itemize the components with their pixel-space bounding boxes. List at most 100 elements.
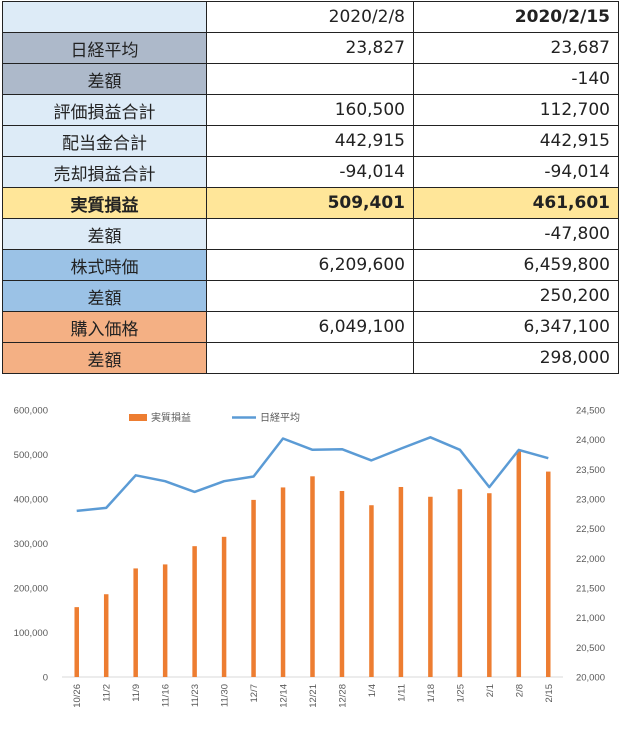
bar xyxy=(221,536,227,677)
bar xyxy=(310,476,315,677)
row-label: 差額 xyxy=(2,218,207,250)
legend-label: 日経平均 xyxy=(260,411,300,424)
summary-table: 2020/2/8 2020/2/15 日経平均 23,827 23,687 差額 -140 評… xyxy=(2,1,619,374)
y2-tick-label: 23,000 xyxy=(576,495,605,506)
table-row: 差額 250,200 xyxy=(2,280,619,312)
bar xyxy=(457,489,463,677)
row-value-2: -140 xyxy=(413,63,619,95)
row-value-2: 6,347,100 xyxy=(413,311,619,343)
row-value-2: 23,687 xyxy=(413,32,619,64)
bar xyxy=(487,493,492,677)
y2-tick-label: 20,500 xyxy=(576,643,605,654)
table-row: 配当金合計 442,915 442,915 xyxy=(2,125,619,157)
bar xyxy=(516,450,522,677)
row-value-2: 461,601 xyxy=(413,187,619,219)
bar xyxy=(192,546,197,677)
row-value-1: 160,500 xyxy=(206,94,414,126)
header-date-1: 2020/2/8 xyxy=(206,1,414,33)
legend-label: 実質損益 xyxy=(151,411,191,424)
row-value-1: 509,401 xyxy=(206,187,414,219)
row-label: 差額 xyxy=(2,280,207,312)
table-row: 購入価格 6,049,100 6,347,100 xyxy=(2,311,619,343)
x-tick-label: 12/14 xyxy=(279,684,290,708)
row-value-2: 6,459,800 xyxy=(413,249,619,281)
y-tick-label: 400,000 xyxy=(14,495,48,506)
x-tick-label: 2/8 xyxy=(514,684,525,697)
y-tick-label: 600,000 xyxy=(14,406,48,417)
bar xyxy=(133,568,138,677)
row-value-1 xyxy=(206,280,414,312)
x-tick-label: 12/7 xyxy=(249,684,260,703)
table-header-row: 2020/2/8 2020/2/15 xyxy=(2,1,619,33)
y2-tick-label: 23,500 xyxy=(576,465,605,476)
y2-tick-label: 20,000 xyxy=(576,673,605,684)
row-value-2: -94,014 xyxy=(413,156,619,188)
row-label: 差額 xyxy=(2,342,207,374)
bar xyxy=(103,594,109,677)
bar xyxy=(162,564,168,677)
row-label: 実質損益 xyxy=(2,187,207,219)
y2-tick-label: 24,000 xyxy=(576,435,605,446)
x-tick-label: 10/26 xyxy=(72,684,83,708)
row-label: 差額 xyxy=(2,63,207,95)
x-tick-label: 12/21 xyxy=(308,684,319,708)
x-tick-label: 1/25 xyxy=(455,684,466,703)
y2-tick-label: 22,000 xyxy=(576,554,605,565)
y-tick-label: 500,000 xyxy=(14,450,48,461)
header-label-cell xyxy=(2,1,207,33)
row-value-1 xyxy=(206,218,414,250)
bar xyxy=(369,505,374,677)
bar xyxy=(398,486,404,677)
row-label: 売却損益合計 xyxy=(2,156,207,188)
x-tick-label: 2/1 xyxy=(485,684,496,697)
table-row: 差額 298,000 xyxy=(2,342,619,374)
y2-tick-label: 21,500 xyxy=(576,584,605,595)
legend-swatch-bar xyxy=(129,414,147,421)
bar xyxy=(251,499,256,677)
table-row: 実質損益 509,401 461,601 xyxy=(2,187,619,219)
y-tick-label: 200,000 xyxy=(14,584,48,595)
row-value-2: 112,700 xyxy=(413,94,619,126)
row-value-1: 442,915 xyxy=(206,125,414,157)
bar xyxy=(280,487,286,677)
row-label: 株式時価 xyxy=(2,249,207,281)
x-tick-label: 12/28 xyxy=(337,684,348,708)
bar xyxy=(428,496,433,677)
row-value-1: -94,014 xyxy=(206,156,414,188)
x-tick-label: 11/16 xyxy=(161,684,172,707)
bar xyxy=(74,607,79,677)
row-value-1: 6,049,100 xyxy=(206,311,414,343)
x-tick-label: 11/23 xyxy=(190,684,201,707)
table-row: 株式時価 6,209,600 6,459,800 xyxy=(2,249,619,281)
row-value-2: 250,200 xyxy=(413,280,619,312)
y-tick-label: 0 xyxy=(43,673,48,684)
x-tick-label: 1/18 xyxy=(426,684,437,703)
row-label: 日経平均 xyxy=(2,32,207,64)
row-value-1 xyxy=(206,342,414,374)
bar xyxy=(339,490,345,677)
y2-tick-label: 22,500 xyxy=(576,524,605,535)
bar xyxy=(546,471,551,677)
row-value-1: 23,827 xyxy=(206,32,414,64)
x-tick-label: 1/4 xyxy=(367,684,378,697)
x-tick-label: 11/9 xyxy=(131,684,142,702)
x-tick-label: 11/30 xyxy=(220,684,231,707)
y-tick-label: 100,000 xyxy=(14,628,48,639)
chart: 0 100,000 200,000 300,000 400,000 500,000 600,… xyxy=(14,406,605,708)
row-value-2: 298,000 xyxy=(413,342,619,374)
table-row: 売却損益合計 -94,014 -94,014 xyxy=(2,156,619,188)
table-row: 評価損益合計 160,500 112,700 xyxy=(2,94,619,126)
x-tick-label: 1/11 xyxy=(396,684,407,702)
y2-tick-label: 24,500 xyxy=(576,406,605,417)
row-value-1 xyxy=(206,63,414,95)
header-date-2: 2020/2/15 xyxy=(413,1,619,33)
row-value-1: 6,209,600 xyxy=(206,249,414,281)
x-tick-label: 2/15 xyxy=(544,684,555,703)
y2-tick-label: 21,000 xyxy=(576,613,605,624)
table-row: 差額 -140 xyxy=(2,63,619,95)
x-tick-label: 11/2 xyxy=(102,684,113,702)
table-row: 差額 -47,800 xyxy=(2,218,619,250)
y-tick-label: 300,000 xyxy=(14,539,48,550)
series-line xyxy=(76,436,549,513)
